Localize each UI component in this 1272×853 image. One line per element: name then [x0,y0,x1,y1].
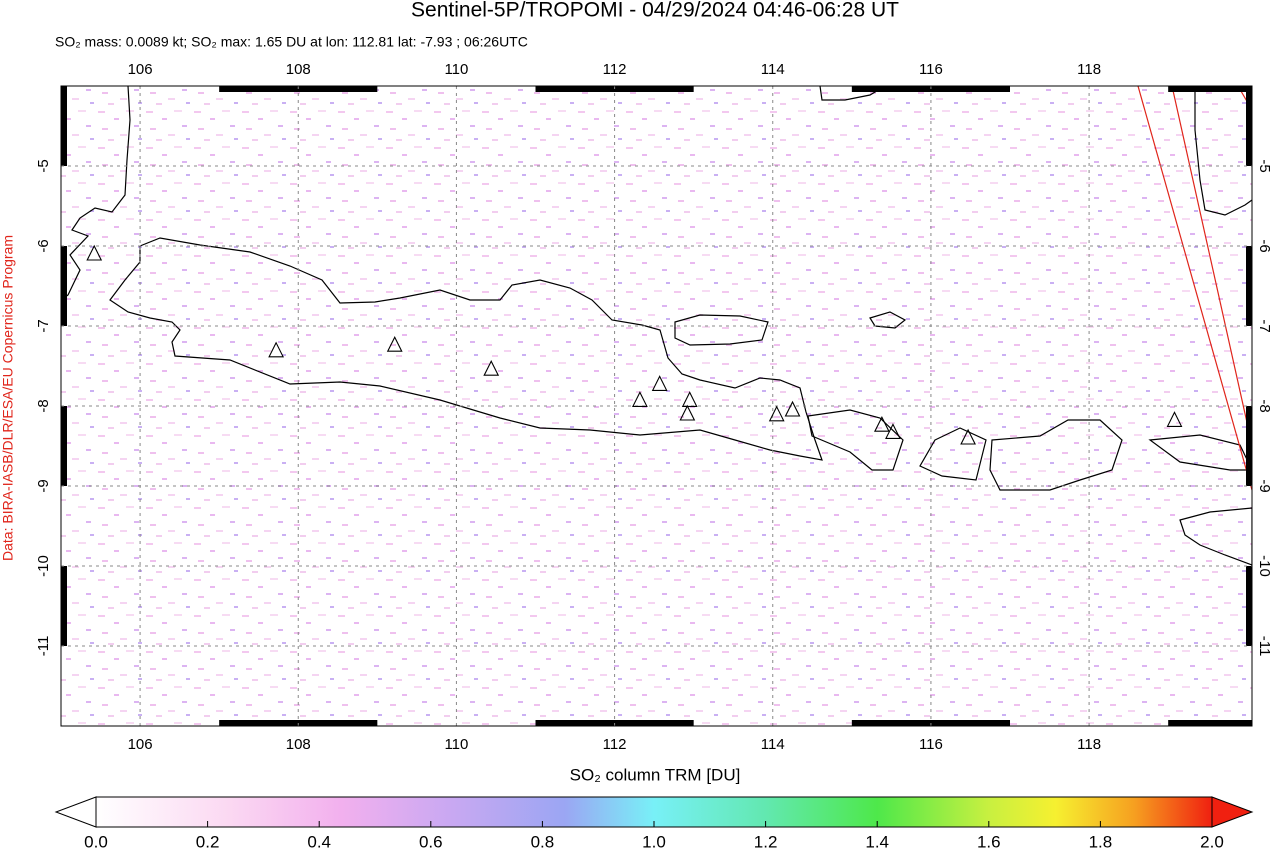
volcano [885,423,901,439]
volcano [386,335,403,352]
map [60,85,1253,727]
x-tick-label: 114 [761,61,785,78]
y-tick-label: -6 [1256,239,1272,252]
y-tick-label: -5 [1256,159,1272,172]
colorbar-tick-label: 0.6 [419,832,443,851]
coast-java [109,237,823,461]
y-tick-label: -8 [1256,399,1272,412]
x-tick-label: 118 [1077,61,1101,78]
x-tick-label: 114 [761,736,785,753]
colorbar-label: SO₂ column TRM [DU] [570,765,741,784]
y-tick-label: -11 [1256,636,1272,657]
coast-sumba [1179,507,1252,566]
volcano [268,341,284,358]
y-tick-label: -11 [35,636,52,657]
swath-edge [1171,86,1252,446]
volcano [632,391,648,407]
colorbar-tick-label: 1.4 [865,832,889,851]
swath-edge [1137,86,1252,491]
colorbar-tick-label: 1.8 [1089,832,1113,851]
title: Sentinel-5P/TROPOMI - 04/29/2024 04:46-0… [411,0,899,22]
x-tick-label: 118 [1077,736,1101,753]
volcano [679,404,696,421]
coast-kangean [869,311,907,329]
volcano [960,428,976,445]
y-tick-label: -9 [35,479,52,492]
coast-flores [1148,434,1252,471]
coast-bali [807,409,904,471]
y-tick-label: -9 [1256,479,1272,492]
colorbar-tick-label: 0.0 [84,832,108,851]
y-tick-label: -7 [1256,319,1272,332]
volcano [86,244,103,261]
coast-sumatra [61,86,131,301]
colorbar-tick-label: 1.0 [642,832,666,851]
colorbar-min-arrow [54,796,97,828]
volcano [651,375,668,391]
border-bar [61,566,67,646]
coastlines [61,86,1252,566]
x-tick-label: 110 [444,736,468,753]
colorbar-tick-label: 0.8 [531,832,555,851]
colorbar-tick-label: 1.6 [977,832,1001,851]
colorbar-tick-label: 0.4 [307,832,331,851]
colorbar-tick-label: 0.2 [196,832,220,851]
credit: Data: BIRA-IASB/DLR/ESA/EU Copernicus Pr… [0,235,16,561]
x-tick-label: 106 [128,61,153,78]
map-frame [60,85,1253,727]
x-tick-label: 116 [919,736,943,753]
colorbar-tick-label: 2.0 [1200,832,1224,851]
coast-madura [674,314,769,346]
border-bar [1246,86,1252,166]
x-tick-label: 108 [286,736,311,753]
border-bar [1246,246,1252,326]
volcano [1166,411,1183,427]
border-bar [1168,86,1252,92]
colorbar-tick-label: 1.2 [754,832,778,851]
y-tick-label: -6 [35,239,52,252]
y-tick-label: -8 [35,399,52,412]
x-tick-label: 106 [128,736,153,753]
colorbar-max-arrow [1211,796,1254,828]
volcano [873,415,890,432]
coast-sumbawa [989,419,1123,491]
y-tick-label: -10 [35,555,52,577]
x-tick-label: 116 [919,61,943,78]
volcano [483,359,500,376]
volcano [784,400,801,417]
subtitle: SO₂ mass: 0.0089 kt; SO₂ max: 1.65 DU at… [55,34,528,50]
y-tick-label: -7 [35,319,52,332]
border-bar [61,406,67,486]
y-tick-label: -10 [1256,555,1272,577]
x-tick-label: 112 [603,736,627,753]
border-bar [1246,566,1252,646]
volcano [768,405,785,422]
border-bar [1168,720,1252,726]
y-tick-label: -5 [35,159,52,172]
border-bar [1246,406,1252,486]
x-tick-label: 110 [444,61,468,78]
x-tick-label: 112 [603,61,627,78]
border-bar [61,246,67,326]
border-bar [61,86,67,166]
coast-sulawesi [1194,86,1252,216]
x-tick-label: 108 [286,61,311,78]
volcano [681,391,698,407]
coast-lombok [919,427,987,481]
